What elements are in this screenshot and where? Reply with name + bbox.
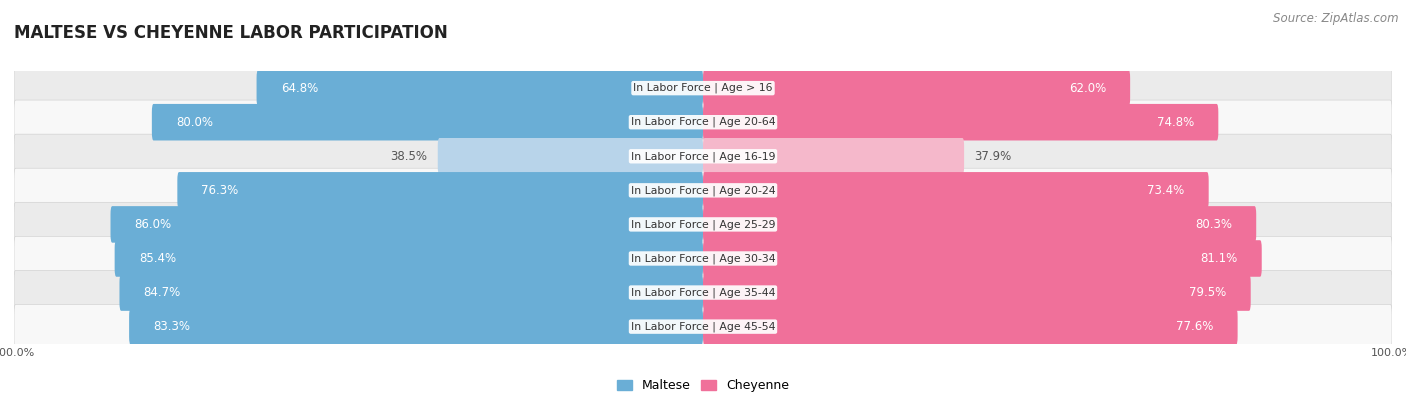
Text: In Labor Force | Age 16-19: In Labor Force | Age 16-19 [631,151,775,162]
Text: 80.3%: 80.3% [1195,218,1232,231]
FancyBboxPatch shape [703,70,1130,106]
Text: In Labor Force | Age 20-24: In Labor Force | Age 20-24 [631,185,775,196]
Text: 38.5%: 38.5% [391,150,427,163]
FancyBboxPatch shape [14,134,1392,179]
Text: MALTESE VS CHEYENNE LABOR PARTICIPATION: MALTESE VS CHEYENNE LABOR PARTICIPATION [14,24,447,42]
Text: 85.4%: 85.4% [139,252,176,265]
FancyBboxPatch shape [177,172,703,209]
Text: In Labor Force | Age 30-34: In Labor Force | Age 30-34 [631,253,775,264]
Text: In Labor Force | Age 35-44: In Labor Force | Age 35-44 [631,287,775,298]
FancyBboxPatch shape [14,100,1392,144]
FancyBboxPatch shape [703,274,1251,311]
FancyBboxPatch shape [14,305,1392,349]
FancyBboxPatch shape [115,240,703,277]
Text: 81.1%: 81.1% [1201,252,1237,265]
FancyBboxPatch shape [703,308,1237,345]
Text: In Labor Force | Age 25-29: In Labor Force | Age 25-29 [631,219,775,229]
FancyBboxPatch shape [14,202,1392,246]
FancyBboxPatch shape [111,206,703,243]
FancyBboxPatch shape [703,240,1261,277]
Text: 80.0%: 80.0% [176,116,212,129]
Text: In Labor Force | Age 20-64: In Labor Force | Age 20-64 [631,117,775,128]
FancyBboxPatch shape [703,138,965,175]
Text: 37.9%: 37.9% [974,150,1012,163]
Text: 64.8%: 64.8% [281,82,318,95]
FancyBboxPatch shape [703,172,1209,209]
FancyBboxPatch shape [14,168,1392,213]
Text: 73.4%: 73.4% [1147,184,1185,197]
Text: 84.7%: 84.7% [143,286,181,299]
FancyBboxPatch shape [129,308,703,345]
FancyBboxPatch shape [152,104,703,141]
Text: 74.8%: 74.8% [1157,116,1194,129]
Text: 79.5%: 79.5% [1189,286,1226,299]
FancyBboxPatch shape [437,138,703,175]
Text: 77.6%: 77.6% [1177,320,1213,333]
Text: Source: ZipAtlas.com: Source: ZipAtlas.com [1274,12,1399,25]
Legend: Maltese, Cheyenne: Maltese, Cheyenne [612,374,794,395]
Text: In Labor Force | Age 45-54: In Labor Force | Age 45-54 [631,322,775,332]
Text: 86.0%: 86.0% [135,218,172,231]
FancyBboxPatch shape [14,66,1392,110]
Text: 76.3%: 76.3% [201,184,239,197]
FancyBboxPatch shape [703,206,1256,243]
FancyBboxPatch shape [14,236,1392,280]
Text: In Labor Force | Age > 16: In Labor Force | Age > 16 [633,83,773,93]
FancyBboxPatch shape [256,70,703,106]
FancyBboxPatch shape [703,104,1219,141]
FancyBboxPatch shape [14,271,1392,315]
FancyBboxPatch shape [120,274,703,311]
Text: 62.0%: 62.0% [1069,82,1107,95]
Text: 83.3%: 83.3% [153,320,190,333]
